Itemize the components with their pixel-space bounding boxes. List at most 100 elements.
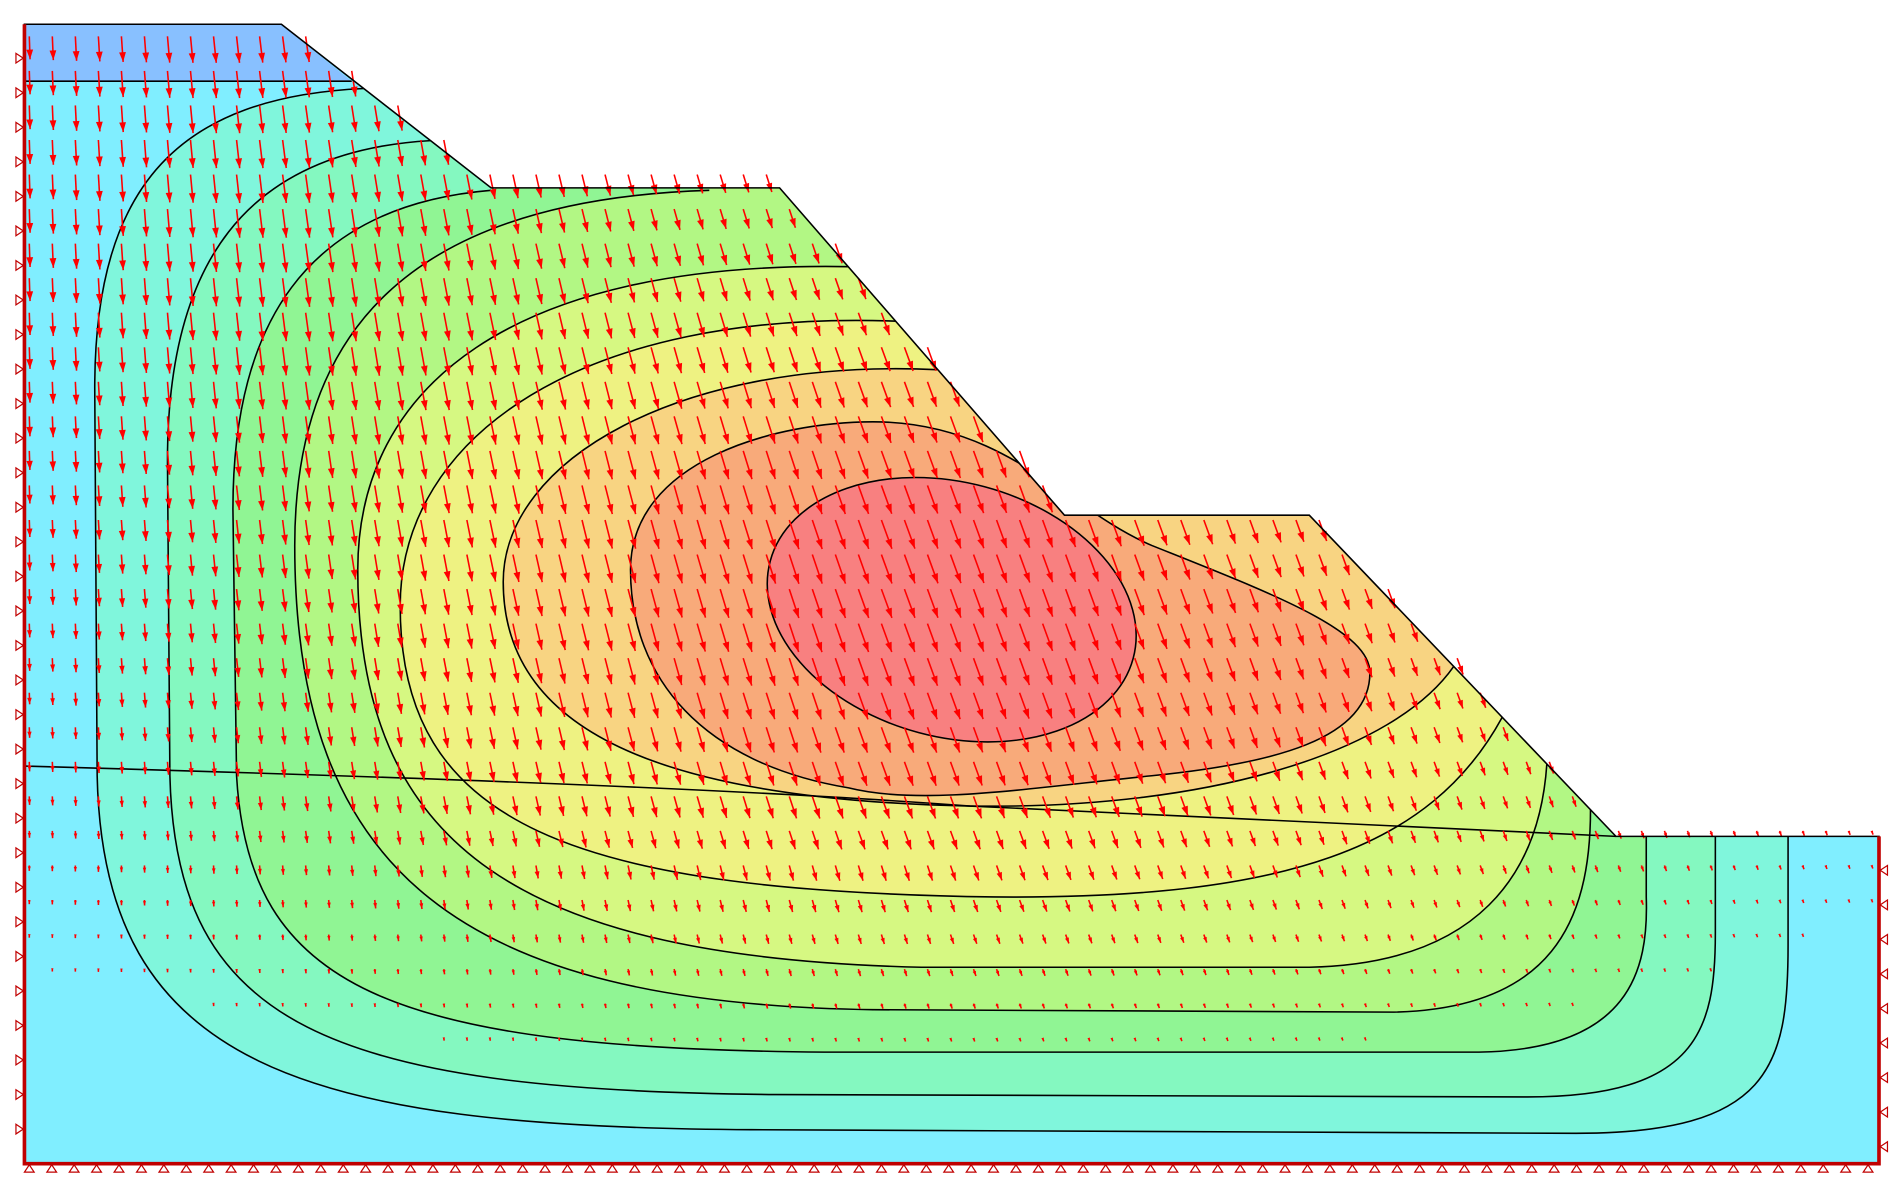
vector-head [188, 397, 196, 408]
vector-head [1411, 700, 1418, 710]
vector-head [604, 773, 612, 784]
support-marker [68, 1163, 81, 1173]
vector-head [1432, 1002, 1436, 1007]
vector-head [672, 970, 677, 976]
vector-head [603, 1037, 607, 1042]
vector-head [768, 708, 776, 720]
vector-head [1273, 737, 1281, 748]
vector-head [467, 434, 474, 445]
vector-head [1457, 699, 1463, 709]
vector-head [234, 835, 240, 842]
vector-head [1133, 1037, 1136, 1042]
support-marker [15, 674, 25, 686]
vector-head [1156, 1003, 1160, 1009]
vector-head [583, 434, 590, 445]
vector-head [926, 937, 931, 944]
vector-head [745, 675, 753, 686]
vector-head [536, 469, 544, 480]
vector-head [327, 86, 335, 97]
vector-head [672, 1003, 676, 1009]
vector-head [188, 565, 195, 576]
support-marker [1879, 1140, 1889, 1153]
vector-head [606, 538, 614, 549]
vector-head [1157, 871, 1163, 880]
vector-head [95, 530, 103, 540]
vector-head [1088, 904, 1093, 912]
vector-head [1204, 805, 1211, 816]
vector-head [234, 802, 240, 810]
vector-head [1570, 1002, 1574, 1006]
vector-head [1342, 735, 1349, 746]
vector-head [1594, 833, 1599, 840]
vector-head [257, 835, 263, 843]
vector-head [649, 970, 654, 976]
vector-head [930, 467, 938, 479]
vector-head [1226, 870, 1232, 879]
support-marker [785, 1163, 798, 1173]
vector-head [629, 572, 637, 584]
vector-head [304, 365, 312, 376]
vector-head [465, 771, 473, 782]
vector-head [908, 573, 915, 584]
vector-head [49, 326, 57, 336]
vector-head [582, 707, 590, 718]
vector-head [351, 399, 358, 411]
vector-head [862, 538, 869, 549]
vector-head [1296, 804, 1303, 814]
vector-head [1020, 807, 1028, 819]
vector-head [142, 901, 146, 906]
vector-head [580, 904, 586, 911]
vector-head [467, 295, 474, 306]
vector-head [744, 742, 752, 753]
vector-head [444, 365, 451, 376]
vector-head [1502, 901, 1506, 907]
vector-head [765, 904, 770, 912]
vector-head [442, 969, 446, 975]
vector-head [327, 535, 335, 546]
support-marker [1637, 1163, 1650, 1173]
vector-head [1341, 902, 1346, 909]
vector-head [605, 292, 613, 303]
support-marker [1077, 1163, 1090, 1173]
vector-head [976, 675, 984, 686]
vector-head [1225, 1037, 1228, 1041]
vector-head [49, 292, 57, 302]
vector-head [304, 969, 308, 974]
vector-head [396, 670, 404, 681]
vector-head [1110, 1037, 1113, 1042]
vector-head [836, 289, 843, 300]
vector-head [281, 534, 288, 545]
vector-head [1411, 802, 1417, 811]
vector-head [652, 707, 659, 719]
vector-head [1137, 672, 1144, 684]
vector-head [535, 805, 542, 816]
vector-head [582, 640, 590, 651]
vector-head [1343, 564, 1350, 576]
vector-head [373, 869, 378, 877]
vector-head [1571, 800, 1577, 807]
support-marker [1503, 1163, 1516, 1173]
vector-head [1548, 901, 1552, 906]
vector-head [650, 839, 657, 849]
vector-head [1160, 604, 1168, 615]
vector-head [718, 1037, 722, 1042]
vector-head [49, 393, 57, 404]
vector-head [560, 469, 567, 480]
vector-head [50, 866, 54, 872]
contour [93, 87, 1789, 1135]
vector-head [1778, 899, 1781, 904]
vector-head [1709, 865, 1713, 871]
vector-head [142, 867, 147, 873]
vector-head [1064, 1003, 1068, 1009]
vector-head [699, 503, 707, 515]
vector-head [396, 836, 402, 845]
vector-head [1479, 868, 1484, 875]
vector-head [188, 261, 196, 272]
vector-head [815, 433, 822, 444]
vector-head [1297, 531, 1304, 542]
vector-head [142, 733, 148, 741]
vector-head [811, 872, 818, 881]
vector-head [1018, 970, 1023, 976]
vector-head [303, 702, 311, 712]
vector-head [652, 327, 659, 338]
